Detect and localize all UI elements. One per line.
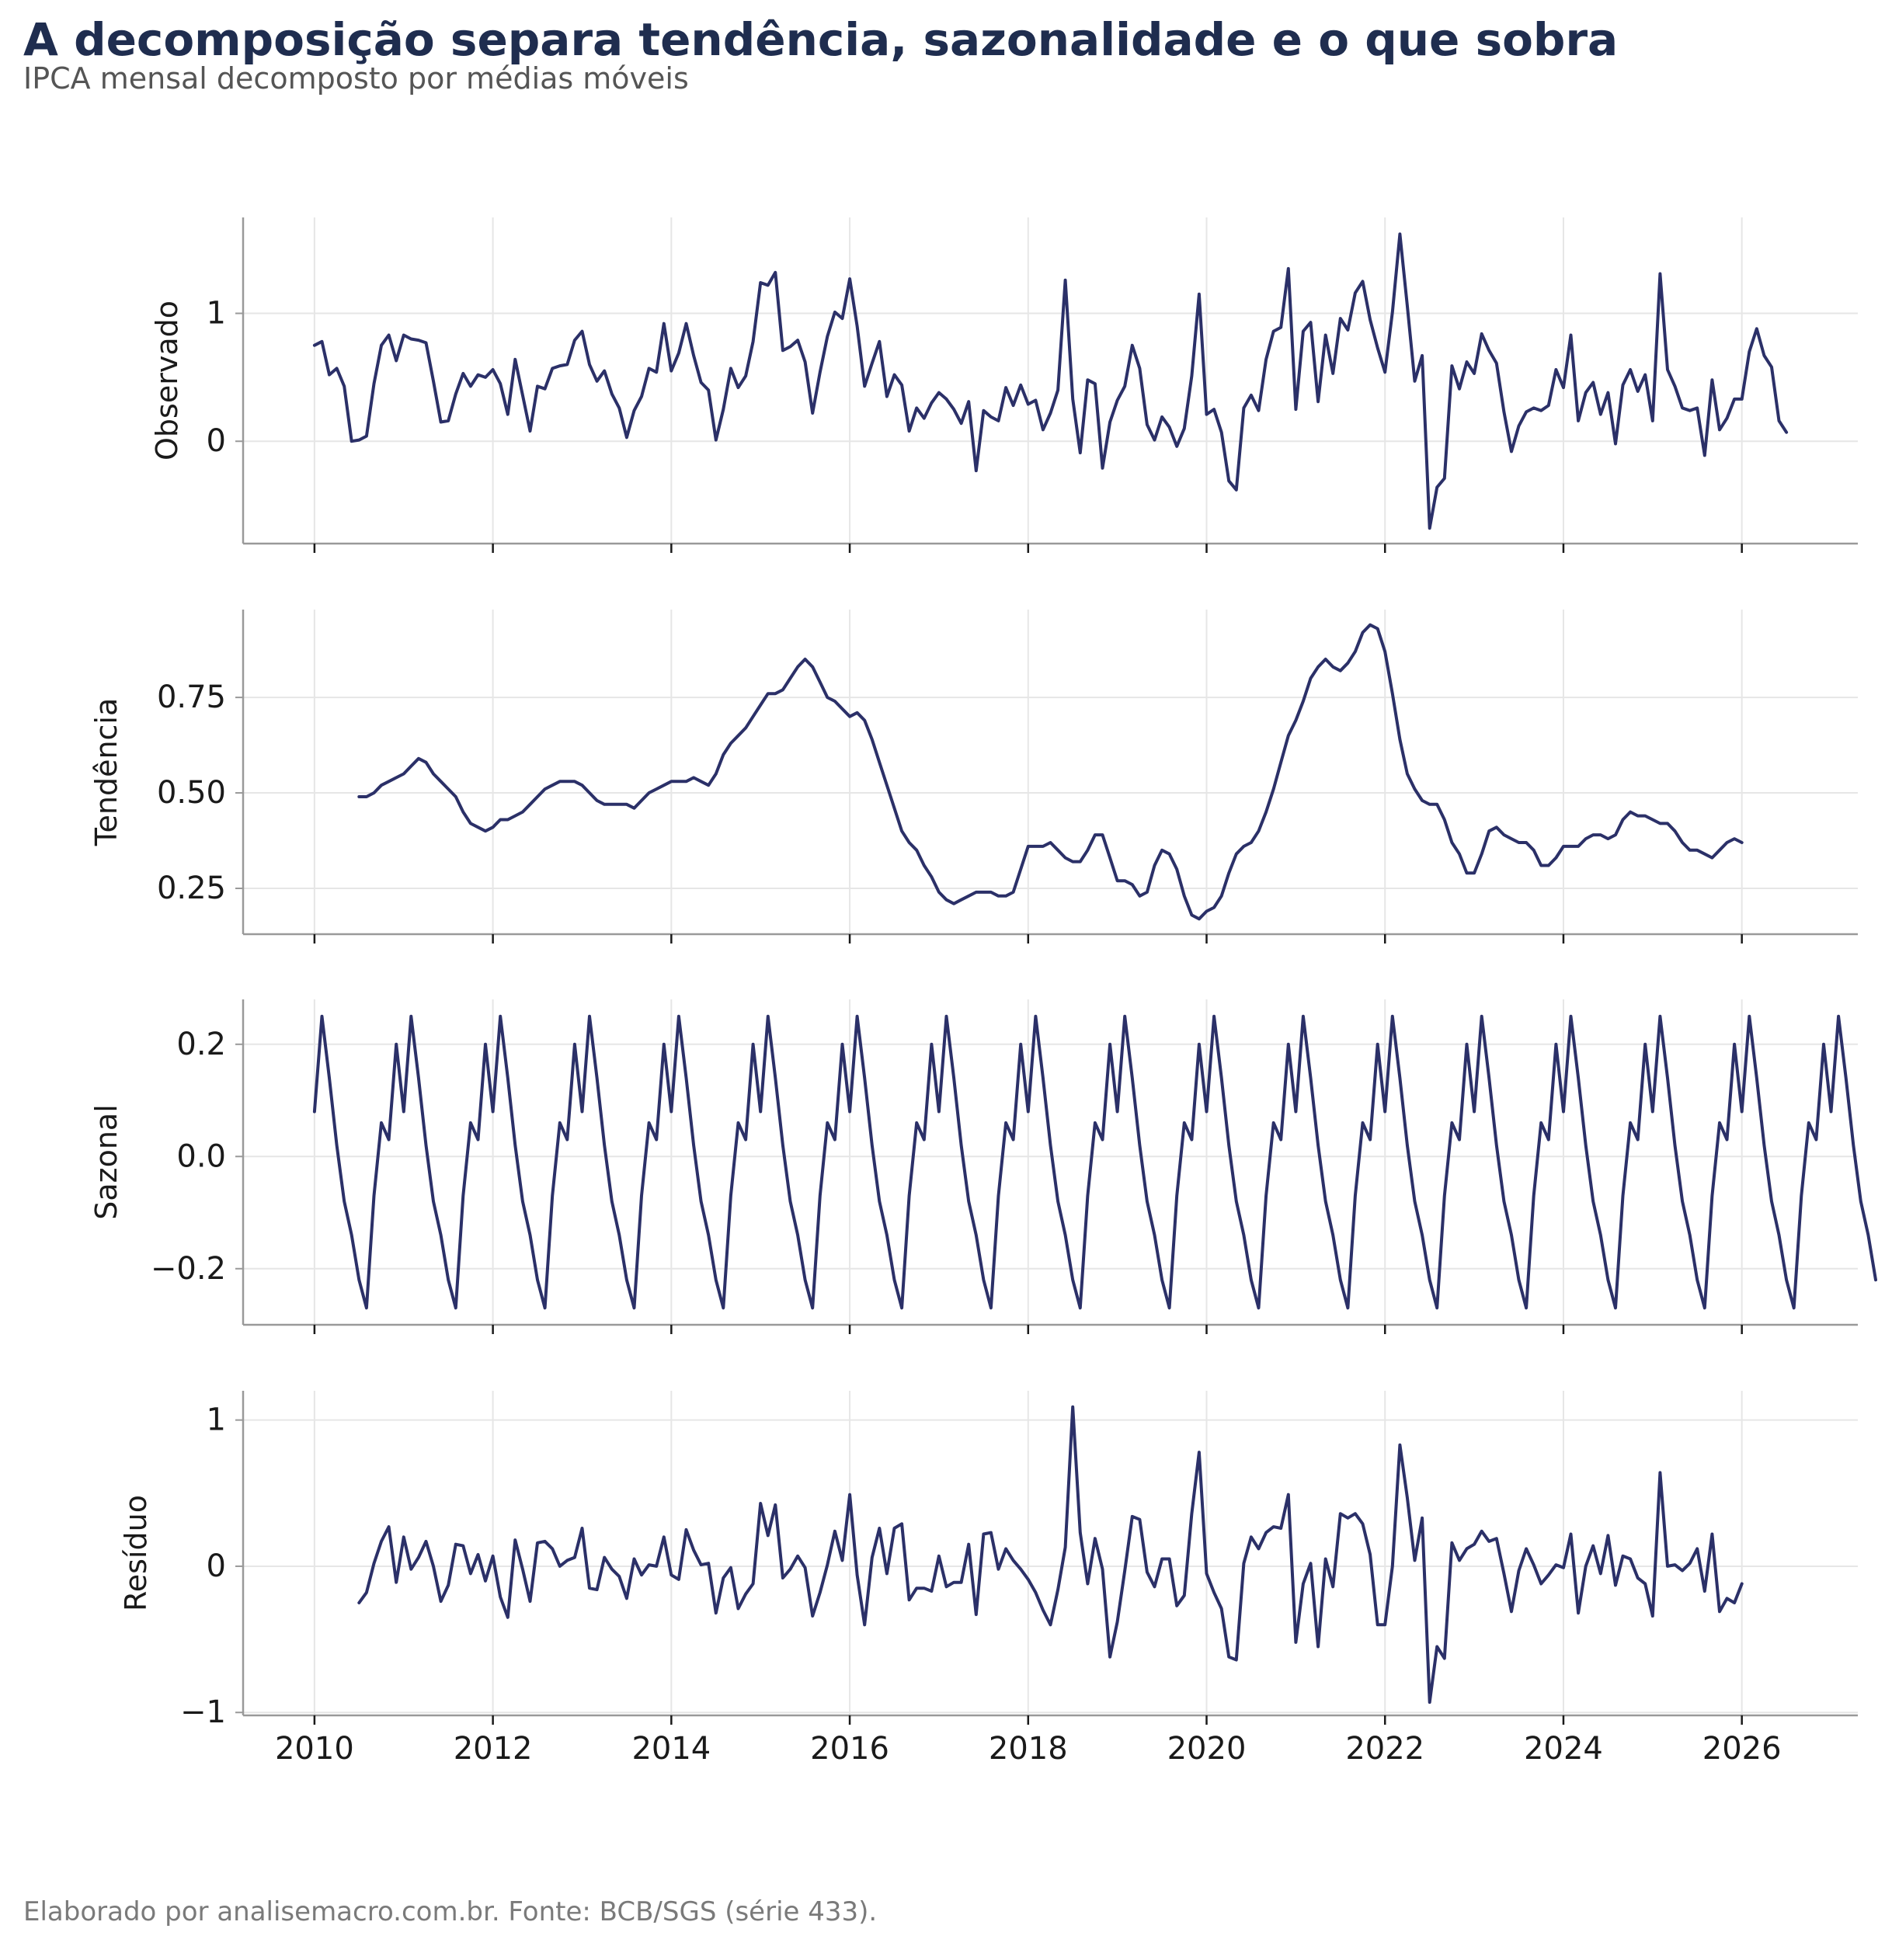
series-line-resíduo	[357, 1405, 1744, 1705]
y-axis-title: Observado	[150, 301, 184, 460]
panel-1: 0 1 Observado	[150, 217, 1858, 553]
y-axis-title: Tendência	[89, 698, 123, 847]
x-tick-label: 2018	[989, 1731, 1068, 1767]
series-line-sazonal	[312, 1014, 1877, 1310]
y-tick-label: 0.75	[157, 679, 226, 715]
x-tick-label: 2022	[1345, 1731, 1424, 1767]
panel-4: −1 0 1 2010 2012 2014 2016 2018 2020 2022 2024 2026…	[119, 1391, 1858, 1767]
x-tick-label: 2026	[1702, 1731, 1782, 1767]
y-axis-title: Resíduo	[119, 1495, 153, 1611]
y-tick-label: 0	[207, 423, 226, 459]
panel-3: −0.2 0.0 0.2 Sazonal	[89, 999, 1877, 1334]
y-tick-label: 0.2	[176, 1027, 226, 1062]
y-tick-label: 0.0	[176, 1138, 226, 1174]
y-axis-title: Sazonal	[89, 1104, 123, 1220]
x-tick-label: 2010	[275, 1731, 354, 1767]
panel-2: 0.25 0.50 0.75 Tendência	[89, 610, 1858, 944]
y-tick-label: 0	[207, 1548, 226, 1584]
y-tick-label: −1	[180, 1694, 226, 1730]
y-tick-label: 1	[207, 1402, 226, 1438]
chart-title: A decomposição separa tendência, sazonal…	[23, 13, 1619, 66]
y-tick-label: 1	[207, 296, 226, 332]
y-tick-label: 0.25	[157, 871, 226, 906]
series-line-tendência	[357, 623, 1744, 921]
series-line-observado	[312, 232, 1789, 530]
y-tick-label: −0.2	[151, 1251, 226, 1287]
chart-caption: Elaborado por analisemacro.com.br. Fonte…	[23, 1896, 878, 1927]
x-tick-label: 2016	[810, 1731, 889, 1767]
x-tick-label: 2014	[631, 1731, 711, 1767]
y-tick-label: 0.50	[157, 775, 226, 811]
x-tick-label: 2024	[1524, 1731, 1603, 1767]
x-tick-label: 2012	[454, 1731, 533, 1767]
x-tick-label: 2020	[1167, 1731, 1247, 1767]
chart-subtitle: IPCA mensal decomposto por médias móveis	[23, 61, 689, 96]
